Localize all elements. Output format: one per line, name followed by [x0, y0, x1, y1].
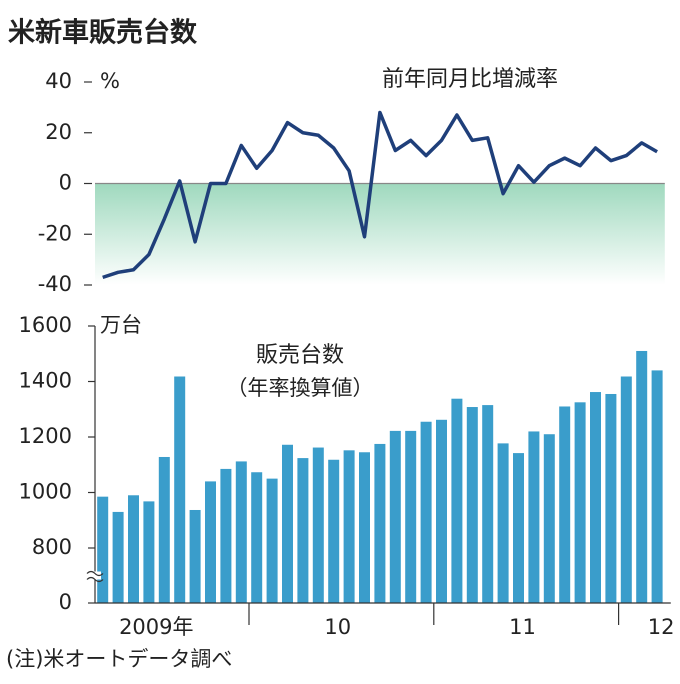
bar [312, 447, 324, 603]
bar [205, 481, 216, 603]
x-tick-label: 11 [509, 615, 536, 639]
bar [266, 478, 278, 603]
note: (注)米オートデータ調べ [6, 647, 232, 671]
panel-title: 販売台数 [256, 343, 344, 368]
bar [97, 496, 109, 603]
bar [420, 421, 432, 603]
bar [528, 431, 540, 603]
y-tick-label: 0 [59, 590, 72, 614]
bar [543, 434, 555, 603]
bar [220, 468, 232, 603]
bar [513, 453, 524, 603]
bar [590, 392, 601, 603]
bar [374, 443, 386, 603]
x-tick-label: 12 [648, 615, 675, 639]
x-tick-label: 2009年 [119, 615, 193, 639]
bar [451, 398, 463, 603]
bar [497, 443, 509, 603]
y-tick-label: 1400 [19, 369, 72, 393]
bar [466, 407, 478, 603]
panel-title: 前年同月比増減率 [382, 67, 558, 92]
bar [235, 461, 247, 603]
bar [297, 458, 309, 603]
bar [158, 456, 170, 603]
bar [559, 406, 571, 603]
y-tick-label: 800 [32, 535, 72, 559]
axis-break-gap [87, 571, 101, 580]
y-tick-label: -40 [38, 272, 72, 296]
axis-break [86, 570, 104, 583]
bar [282, 444, 293, 603]
unit: % [100, 69, 120, 93]
bar [436, 419, 447, 603]
title: 米新車販売台数 [8, 17, 198, 49]
bar [143, 501, 155, 603]
negative-area [95, 183, 665, 285]
y-tick-label: 1600 [19, 313, 72, 337]
bar [605, 393, 617, 603]
line [102, 110, 658, 280]
bar [343, 450, 355, 603]
panel-subtitle: （年率換算値） [227, 376, 374, 400]
bar [620, 376, 632, 603]
bar [174, 376, 186, 603]
bar [328, 459, 340, 603]
bar [389, 430, 401, 603]
y-tick-label: 1200 [19, 424, 72, 448]
bar [189, 509, 201, 603]
bar [359, 452, 370, 603]
bar [251, 472, 263, 603]
bar [651, 370, 663, 603]
y-tick-label: 40 [45, 69, 72, 93]
bar [112, 511, 124, 603]
bar [574, 402, 586, 603]
x-tick-label: 10 [324, 615, 351, 639]
unit: 万台 [100, 313, 142, 337]
bar [405, 430, 417, 603]
y-tick-label: 1000 [19, 480, 72, 504]
y-tick-label: 0 [59, 171, 72, 195]
y-tick-label: -20 [38, 221, 72, 245]
bar [128, 495, 139, 603]
y-tick-label: 20 [45, 120, 72, 144]
bar [636, 350, 648, 603]
bar [482, 405, 494, 603]
